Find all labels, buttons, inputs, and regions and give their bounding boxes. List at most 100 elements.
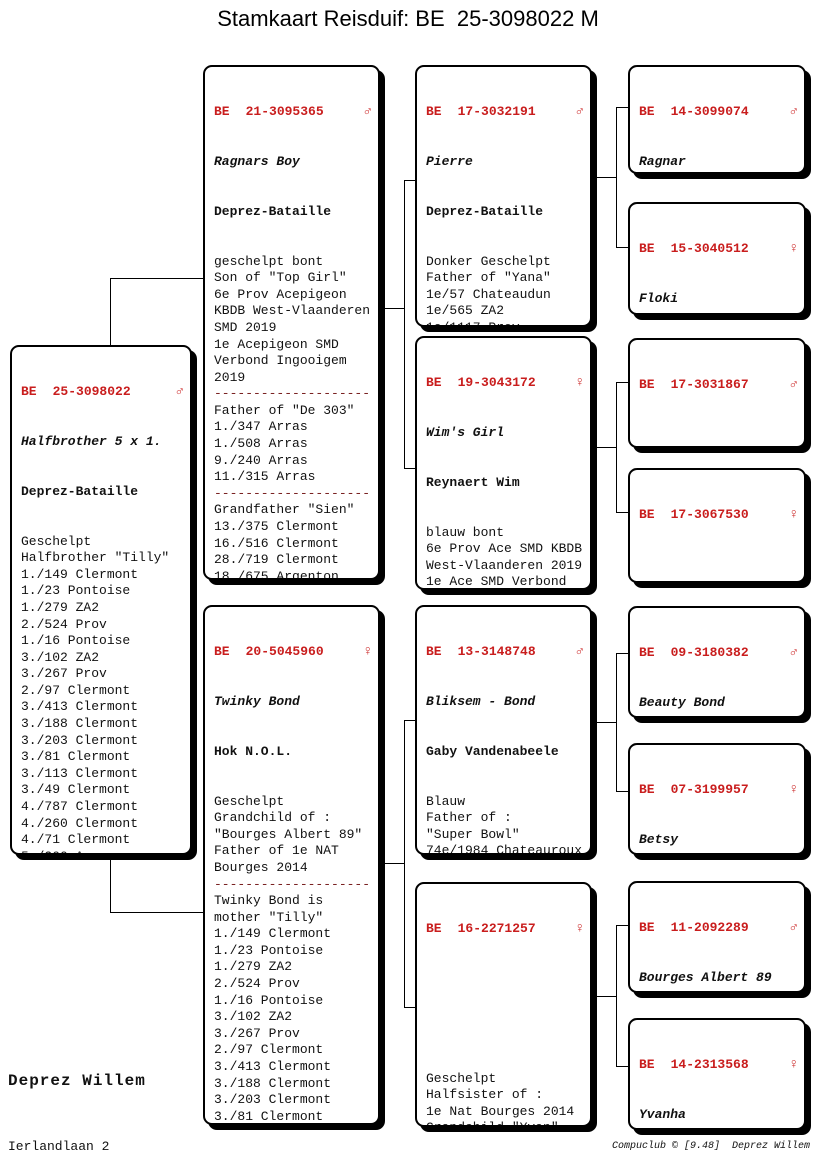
connector-line: [616, 512, 628, 513]
female-icon: ♀: [789, 1057, 798, 1074]
pedigree-box-dam-dam: BE 16-2271257 ♀ Geschelpt Halfsister of :…: [415, 882, 592, 1127]
connector-line: [616, 791, 628, 792]
pigeon-name: Ragnar: [639, 153, 686, 169]
pedigree-line: Halfsister of :: [426, 1087, 544, 1103]
pedigree-line: 4./71 Clermont: [21, 832, 131, 848]
pedigree-line: 18./675 Argenton: [214, 568, 339, 580]
ring-header: BE 15-3040512 ♀: [639, 241, 798, 258]
pedigree-line: 6e Prov Acepigeon: [214, 286, 347, 302]
connector-line: [616, 247, 628, 248]
ring-header: BE 19-3043172 ♀: [426, 375, 584, 392]
country-code: BE: [426, 921, 442, 937]
pedigree-box-dd-dam: BE 14-2313568 ♀ Yvanha Gebr Herbots Donk…: [628, 1018, 806, 1130]
pedigree-line: 3./203 Clermont: [21, 732, 139, 748]
pedigree-line: 13./375 Clermont: [214, 519, 339, 535]
pedigree-line: Geschelpt: [214, 793, 285, 809]
country-code: BE: [639, 645, 655, 661]
female-icon: ♀: [575, 375, 584, 392]
ring-number: 19-3043172: [457, 375, 536, 391]
connector-line: [592, 996, 616, 997]
connector-line: [616, 382, 628, 383]
connector-line: [110, 278, 203, 279]
pedigree-line: 1e/57 Chateaudun: [426, 286, 551, 302]
pedigree-box-sd-sire: BE 17-3031867 ♂ Reynaert Wim Geschelptfa…: [628, 338, 806, 448]
ring-header: BE 11-2092289 ♂: [639, 920, 798, 937]
pedigree-details: Geschelpt Halfbrother "Tilly" 1./149 Clerm…: [21, 533, 184, 853]
pedigree-line: 16./516 Clermont: [214, 535, 339, 551]
ring-header: BE 09-3180382 ♂: [639, 645, 798, 662]
ring-header: BE 20-5045960 ♀: [214, 644, 372, 661]
pedigree-line: 3./267 Prov: [21, 666, 107, 682]
pigeon-name: [639, 427, 798, 444]
country-code: BE: [639, 377, 655, 393]
pedigree-line: 3./203 Clermont: [214, 1092, 332, 1108]
pedigree-line: 2./524 Prov: [21, 616, 107, 632]
software-credit: Compuclub © [9.48] Deprez Willem: [611, 1141, 810, 1152]
pedigree-line: 3./413 Clermont: [21, 699, 139, 715]
pedigree-line: SMD 2019: [214, 319, 277, 335]
pedigree-box-dam: BE 20-5045960 ♀ Twinky Bond Hok N.O.L. G…: [203, 605, 380, 1125]
pedigree-line: Son of "Top Girl": [214, 270, 347, 286]
pedigree-line: blauw bont: [426, 524, 505, 540]
connector-line: [404, 468, 415, 469]
pedigree-box-subject: BE 25-3098022 ♂ Halfbrother 5 x 1. Depre…: [10, 345, 192, 855]
pedigree-line: 6e Prov Ace SMD KBDB: [426, 541, 583, 557]
pedigree-line: 1./347 Arras: [214, 419, 308, 435]
country-code: BE: [639, 104, 655, 120]
connector-line: [616, 653, 628, 654]
connector-line: [404, 720, 415, 721]
pedigree-line: 5./200 Arras: [21, 849, 184, 853]
pedigree-line: Bourges 2014: [214, 859, 308, 875]
connector-line: [110, 912, 203, 913]
ring-header: BE 25-3098022 ♂: [21, 384, 184, 401]
pedigree-line: Geschelpt: [21, 533, 92, 549]
pedigree-line: 1./279 ZA2: [214, 959, 293, 975]
pedigree-line: Father of "Yana": [426, 270, 551, 286]
pedigree-line: Donker Geschelpt: [426, 253, 551, 269]
pedigree-line: Blauw: [426, 793, 466, 809]
pedigree-line: 3./102 ZA2: [214, 1009, 293, 1025]
pedigree-details: Geschelpt Halfsister of :1e Nat Bourges 2…: [426, 1071, 584, 1125]
ring-header: BE 14-3099074 ♂: [639, 104, 798, 121]
connector-line: [404, 180, 405, 468]
pedigree-line: geschelpt bont: [214, 253, 324, 269]
owner-block: Deprez Willem Ierlandlaan 2 8550 Zwevege…: [8, 1034, 180, 1172]
pigeon-name: Wim's Girl: [426, 424, 505, 440]
pedigree-line: Father of :: [426, 810, 512, 826]
female-icon: ♀: [789, 782, 798, 799]
pedigree-line: 1./149 Clermont: [214, 926, 332, 942]
connector-line: [380, 863, 404, 864]
ring-number: 15-3040512: [670, 241, 749, 257]
pedigree-line: "Bourges Albert 89": [214, 826, 363, 842]
male-icon: ♂: [575, 104, 584, 121]
pedigree-box-sd-dam: BE 17-3067530 ♀ Reynaert Wim Mother of :…: [628, 468, 806, 583]
pedigree-line: 1./23 Pontoise: [21, 583, 131, 599]
pedigree-line: Father of "De 303": [214, 402, 355, 418]
pedigree-line: 1e/565 ZA2: [426, 303, 505, 319]
pedigree-box-dd-sire: BE 11-2092289 ♂ Bourges Albert 89 Paul H…: [628, 881, 806, 993]
ring-number: 25-3098022: [52, 384, 131, 400]
female-icon: ♀: [789, 507, 798, 524]
connector-line: [616, 107, 628, 108]
pedigree-line: --------------------: [214, 485, 371, 501]
fancier-name: Deprez-Bataille: [426, 203, 544, 219]
pigeon-name: Twinky Bond: [214, 693, 300, 709]
connector-line: [616, 925, 617, 1066]
ring-header: BE 17-3067530 ♀: [639, 507, 798, 524]
pedigree-line: Grandchild of :: [214, 810, 332, 826]
connector-line: [404, 1007, 415, 1008]
ring-number: 11-2092289: [670, 920, 749, 936]
pedigree-details: Geschelpt Grandchild of : "Bourges Albert …: [214, 793, 372, 1123]
connector-line: [592, 177, 616, 178]
female-icon: ♀: [789, 241, 798, 258]
pedigree-details: Donker Geschelpt Father of "Yana" 1e/57 Ch…: [426, 253, 584, 325]
male-icon: ♂: [575, 644, 584, 661]
pedigree-box-ds-dam: BE 07-3199957 ♀ Betsy Gaby Vandenabeele …: [628, 743, 806, 855]
male-icon: ♂: [789, 645, 798, 662]
pedigree-line: "Super Bowl": [426, 826, 520, 842]
pedigree-line: 1e/1117 Prov: [426, 320, 584, 325]
country-code: BE: [214, 104, 230, 120]
owner-address-line1: Ierlandlaan 2: [8, 1139, 110, 1154]
connector-line: [110, 855, 111, 912]
pedigree-line: 1./16 Pontoise: [214, 992, 324, 1008]
